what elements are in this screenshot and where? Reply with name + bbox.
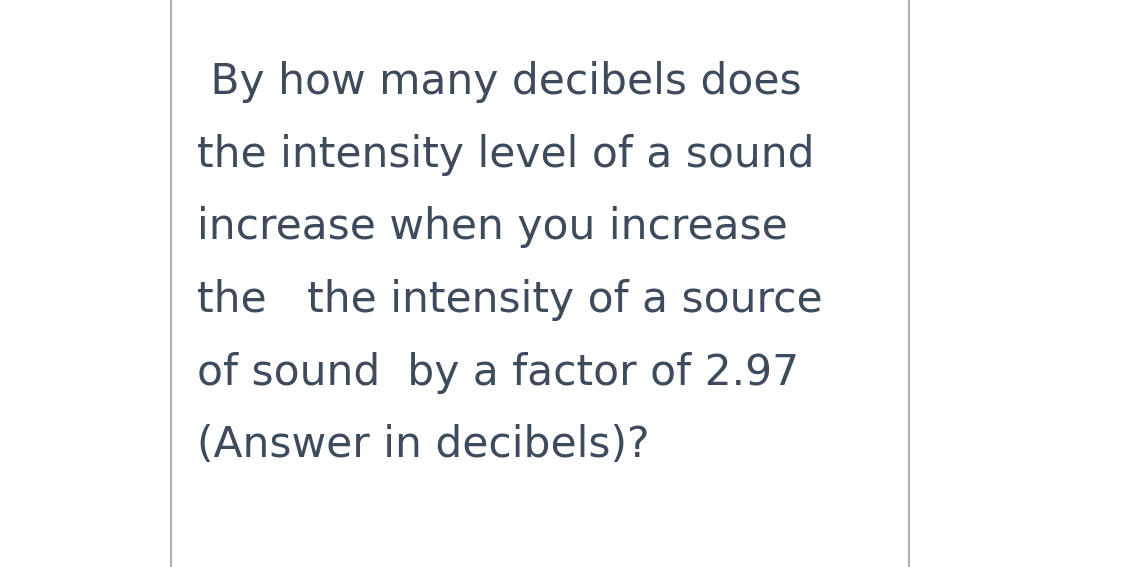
Text: of sound  by a factor of 2.97: of sound by a factor of 2.97	[197, 352, 799, 393]
Text: increase when you increase: increase when you increase	[197, 206, 787, 248]
Text: By how many decibels does: By how many decibels does	[197, 61, 801, 103]
Text: (Answer in decibels)?: (Answer in decibels)?	[197, 424, 649, 466]
Text: the intensity level of a sound: the intensity level of a sound	[197, 134, 814, 176]
Text: the   the intensity of a source: the the intensity of a source	[197, 279, 822, 321]
